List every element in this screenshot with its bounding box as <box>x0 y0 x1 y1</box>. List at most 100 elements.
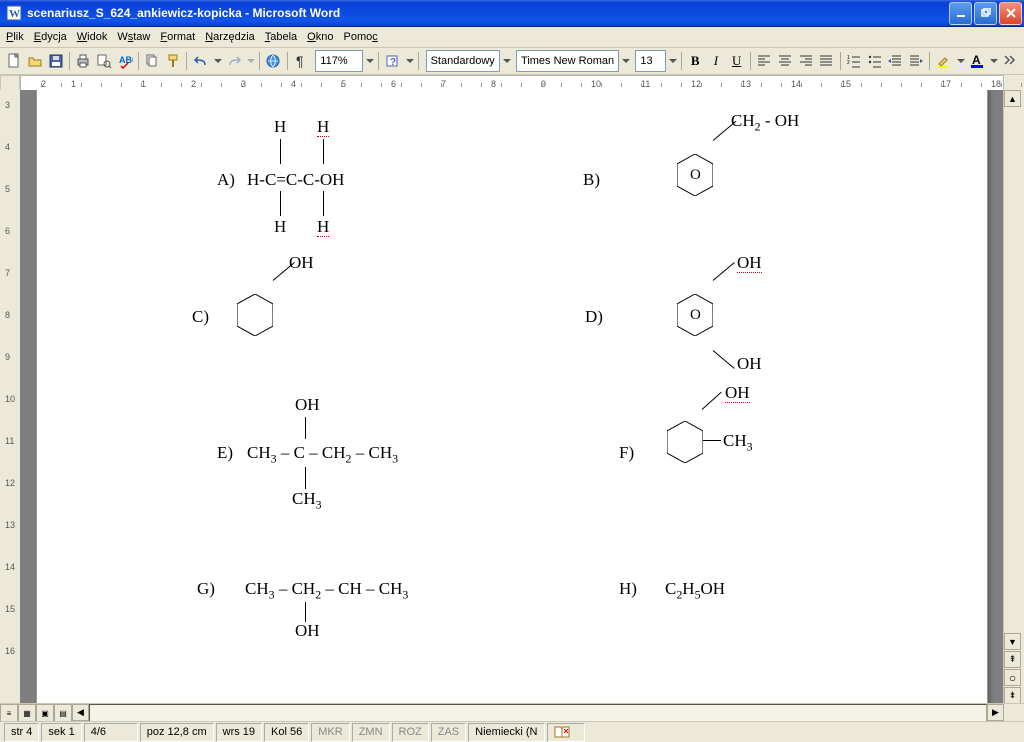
e-bond-top <box>305 417 306 439</box>
status-lang[interactable]: Niemiecki (N <box>468 723 544 742</box>
fontcolor-dropdown[interactable] <box>989 55 999 67</box>
close-button[interactable] <box>999 2 1022 25</box>
a-topH1: H <box>274 117 286 137</box>
svg-text:O: O <box>690 307 701 323</box>
d-bond-top <box>713 262 735 281</box>
menu-wstaw[interactable]: Wstaw <box>117 31 150 43</box>
help-dropdown[interactable] <box>405 55 415 67</box>
prev-page-icon[interactable]: ⇞ <box>1004 651 1021 668</box>
scroll-up-icon[interactable]: ▲ <box>1004 90 1021 107</box>
highlight-dropdown[interactable] <box>956 55 966 67</box>
menu-tabela[interactable]: Tabela <box>265 31 297 43</box>
status-page: str 4 <box>4 723 39 742</box>
font-select[interactable]: Times New Roman <box>516 50 619 72</box>
toolbar-separator <box>186 52 187 70</box>
zoom-dropdown[interactable] <box>365 55 375 67</box>
scroll-left-icon[interactable]: ◀ <box>72 704 89 721</box>
a-bond1 <box>280 139 281 164</box>
restore-button[interactable] <box>974 2 997 25</box>
save-icon[interactable] <box>46 50 65 72</box>
scroll-right-icon[interactable]: ▶ <box>987 704 1004 721</box>
spellcheck-icon[interactable]: ABC <box>115 50 134 72</box>
outdent-icon[interactable] <box>886 50 905 72</box>
indent-icon[interactable] <box>907 50 926 72</box>
status-line: wrs 19 <box>216 723 262 742</box>
page[interactable]: A) H H H-C=C-C-OH H H B) O CH2 - OH C) O… <box>36 90 988 704</box>
bullet-list-icon[interactable] <box>865 50 884 72</box>
print-icon[interactable] <box>74 50 93 72</box>
minimize-button[interactable] <box>949 2 972 25</box>
document-area[interactable]: A) H H H-C=C-C-OH H H B) O CH2 - OH C) O… <box>20 90 1004 704</box>
status-position: poz 12,8 cm <box>140 723 214 742</box>
menu-pomoc[interactable]: Pomoc <box>343 31 377 43</box>
undo-icon[interactable] <box>191 50 210 72</box>
outline-view-icon[interactable]: ▤ <box>54 704 72 722</box>
f-ch3: CH3 <box>723 431 753 454</box>
g-oh: OH <box>295 621 320 641</box>
menu-edycja[interactable]: Edycja <box>34 31 67 43</box>
label-g: G) <box>197 579 215 599</box>
normal-view-icon[interactable]: ≡ <box>0 704 18 722</box>
status-zas[interactable]: ZAS <box>431 723 466 742</box>
numbered-list-icon[interactable]: 12 <box>845 50 864 72</box>
align-right-icon[interactable] <box>796 50 815 72</box>
browse-object-icon[interactable]: ○ <box>1004 669 1021 686</box>
status-roz[interactable]: ROZ <box>392 723 429 742</box>
hscroll-track[interactable] <box>89 704 987 722</box>
next-page-icon[interactable]: ⇟ <box>1004 687 1021 704</box>
bold-icon[interactable]: B <box>686 50 705 72</box>
e-oh: OH <box>295 395 320 415</box>
font-color-icon[interactable]: A <box>967 50 986 72</box>
menu-okno[interactable]: Okno <box>307 31 333 43</box>
pilcrow-icon[interactable]: ¶ <box>292 50 311 72</box>
status-mkr[interactable]: MKR <box>311 723 349 742</box>
toolbar-overflow-icon[interactable] <box>1000 50 1019 72</box>
a-bond4 <box>323 191 324 216</box>
toolbar-separator <box>418 52 419 70</box>
undo-dropdown[interactable] <box>213 55 223 67</box>
toolbar-separator <box>69 52 70 70</box>
menu-plik[interactable]: Plik <box>6 31 24 43</box>
a-main: H-C=C-C-OH <box>247 170 344 190</box>
new-doc-icon[interactable] <box>5 50 24 72</box>
toolbar-separator <box>287 52 288 70</box>
menu-widok[interactable]: Widok <box>77 31 108 43</box>
vertical-scrollbar[interactable]: ▲ ▼ ⇞ ○ ⇟ <box>1003 90 1024 704</box>
status-zmn[interactable]: ZMN <box>352 723 390 742</box>
toolbar-separator <box>138 52 139 70</box>
view-tabs: ≡ ▦ ▣ ▤ <box>0 704 72 722</box>
align-left-icon[interactable] <box>755 50 774 72</box>
hyperlink-icon[interactable] <box>264 50 283 72</box>
help-icon[interactable]: ? <box>383 50 402 72</box>
zoom-value: 117% <box>320 55 347 67</box>
italic-icon[interactable]: I <box>707 50 726 72</box>
label-d: D) <box>585 307 603 327</box>
status-book-icon[interactable] <box>547 723 585 742</box>
format-paint-icon[interactable] <box>164 50 183 72</box>
e-main: CH3 – C – CH2 – CH3 <box>247 443 398 466</box>
open-icon[interactable] <box>26 50 45 72</box>
fontsize-select[interactable]: 13 <box>635 50 665 72</box>
menu-narzedzia[interactable]: Narzędzia <box>205 31 255 43</box>
print-view-icon[interactable]: ▣ <box>36 704 54 722</box>
copy-icon[interactable] <box>143 50 162 72</box>
font-dropdown[interactable] <box>621 55 631 67</box>
web-view-icon[interactable]: ▦ <box>18 704 36 722</box>
a-bond2 <box>323 139 324 164</box>
underline-icon[interactable]: U <box>727 50 746 72</box>
style-dropdown[interactable] <box>502 55 512 67</box>
fontsize-dropdown[interactable] <box>668 55 678 67</box>
style-select[interactable]: Standardowy <box>426 50 500 72</box>
menu-format[interactable]: Format <box>160 31 195 43</box>
scroll-down-icon[interactable]: ▼ <box>1004 633 1021 650</box>
title-bar: W scenariusz_S_624_ankiewicz-kopicka - M… <box>0 0 1024 27</box>
print-preview-icon[interactable] <box>95 50 114 72</box>
a-bond3 <box>280 191 281 216</box>
a-topH2: H <box>317 117 329 137</box>
highlight-icon[interactable] <box>934 50 953 72</box>
zoom-select[interactable]: 117% <box>315 50 362 72</box>
vertical-ruler[interactable]: 345678910111213141516 <box>0 90 21 704</box>
align-center-icon[interactable] <box>776 50 795 72</box>
svg-text:A: A <box>972 53 981 67</box>
align-justify-icon[interactable] <box>817 50 836 72</box>
